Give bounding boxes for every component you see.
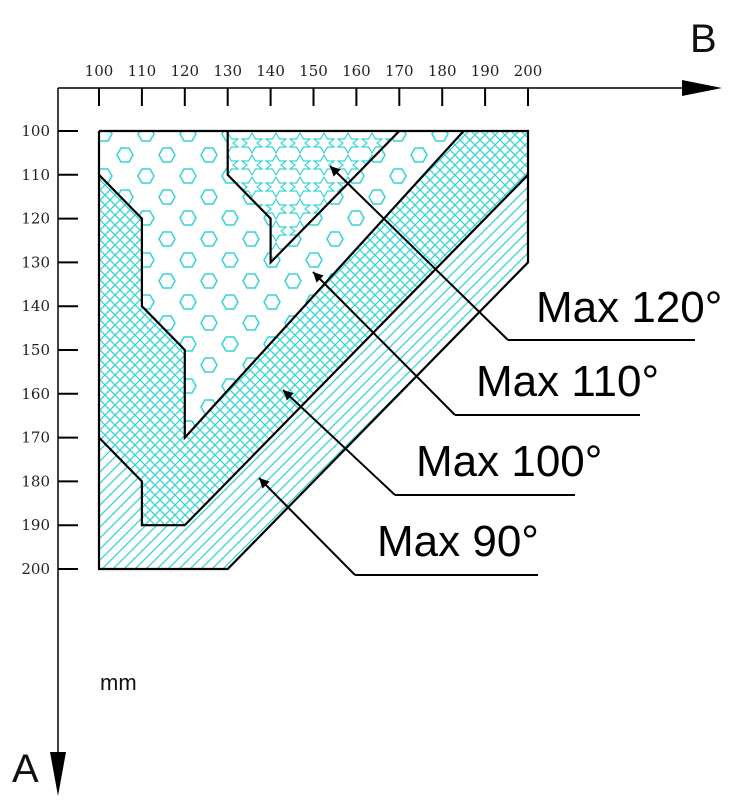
- v-tick-label: 200: [21, 560, 50, 578]
- callout-leader: [282, 389, 396, 496]
- unit-label: mm: [100, 670, 137, 695]
- h-tick-label: 180: [428, 62, 457, 80]
- v-tick-label: 130: [21, 253, 50, 271]
- v-tick-label: 160: [21, 385, 50, 403]
- callout-label: Max 90°: [377, 517, 539, 566]
- v-tick-label: 140: [21, 297, 50, 315]
- h-tick-label: 150: [299, 62, 328, 80]
- h-tick-label: 140: [256, 62, 285, 80]
- axis-a-label: A: [12, 747, 39, 791]
- callout-leader: [258, 477, 356, 576]
- v-tick-label: 120: [21, 210, 50, 228]
- callout-label: Max 110°: [476, 357, 659, 406]
- v-tick-label: 110: [21, 166, 50, 184]
- callout-leader: [312, 271, 456, 416]
- axis-a-arrowhead: [50, 752, 66, 796]
- h-tick-label: 200: [514, 62, 543, 80]
- h-tick-label: 160: [342, 62, 371, 80]
- axis-b-arrowhead: [682, 80, 722, 96]
- h-tick-label: 120: [170, 62, 199, 80]
- v-tick-label: 150: [21, 341, 50, 359]
- h-tick-label: 100: [85, 62, 114, 80]
- v-tick-label: 180: [21, 472, 50, 490]
- callout-leader: [329, 165, 509, 341]
- v-tick-label: 170: [21, 429, 50, 447]
- callout-label: Max 120°: [536, 283, 722, 332]
- outline-110-100: [98, 130, 465, 441]
- v-tick-label: 100: [21, 122, 50, 140]
- h-tick-label: 190: [471, 62, 500, 80]
- h-tick-label: 130: [213, 62, 242, 80]
- outline-100-90: [98, 174, 529, 527]
- outline-outer: [97, 129, 530, 571]
- axis-b-label: B: [690, 17, 717, 61]
- h-tick-label: 170: [385, 62, 414, 80]
- v-tick-label: 190: [21, 516, 50, 534]
- callout-label: Max 100°: [416, 437, 602, 486]
- h-tick-label: 110: [128, 62, 157, 80]
- outline-120-110: [226, 130, 401, 266]
